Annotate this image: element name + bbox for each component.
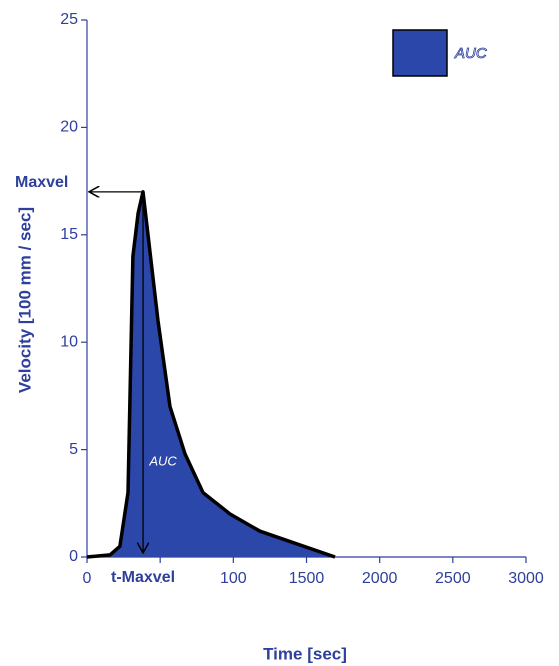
- x-tick-label: 500: [147, 570, 174, 587]
- x-tick-label: 100: [220, 570, 247, 587]
- area-outline: [86, 190, 336, 559]
- y-tick-label: 20: [60, 119, 78, 136]
- y-tick-label: 15: [60, 226, 78, 243]
- annotation: Maxvel: [15, 174, 68, 191]
- y-tick-label: 5: [69, 441, 78, 458]
- y-axis-label: Velocity [100 mm / sec]: [15, 207, 34, 393]
- legend-label: AUC: [454, 45, 487, 62]
- y-tick-label: 10: [60, 333, 78, 350]
- area: [87, 191, 335, 558]
- y-tick-label: 0: [69, 548, 78, 565]
- x-tick-label: 3000: [508, 570, 544, 587]
- y-tick-label: 25: [60, 11, 78, 28]
- x-tick-label: 2500: [435, 570, 471, 587]
- legend-swatch: [392, 29, 448, 77]
- annotation: AUC: [148, 453, 177, 468]
- x-tick-label: 2000: [362, 570, 398, 587]
- x-axis-label: Time [sec]: [263, 644, 347, 663]
- x-tick-label: 0: [83, 570, 92, 587]
- annotation: t-Maxvel: [111, 569, 175, 586]
- x-tick-label: 1500: [289, 570, 325, 587]
